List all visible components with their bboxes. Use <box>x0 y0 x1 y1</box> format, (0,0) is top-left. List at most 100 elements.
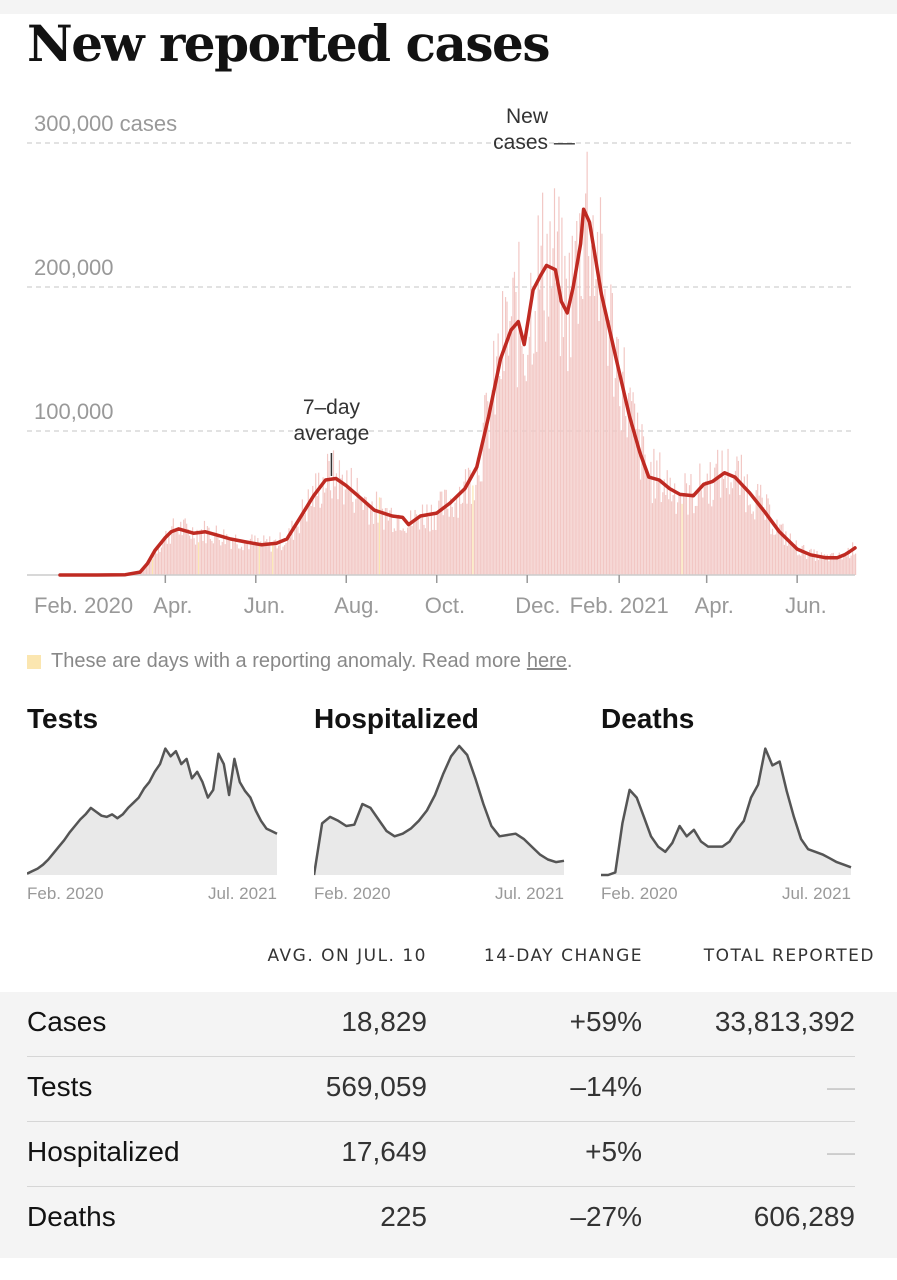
small-chart-x-start: Feb. 2020 <box>27 884 104 903</box>
new-cases-bar <box>534 310 536 575</box>
seven-day-average-line <box>58 207 857 577</box>
new-cases-bar <box>831 553 833 575</box>
new-cases-bar <box>599 197 602 575</box>
new-cases-bar <box>662 492 664 575</box>
new-cases-bar <box>639 479 642 575</box>
new-cases-bar <box>835 558 837 575</box>
new-cases-bar <box>586 151 588 576</box>
new-cases-bar <box>251 534 253 575</box>
new-cases-bar <box>362 509 364 575</box>
new-cases-bar <box>553 188 556 575</box>
new-cases-bar <box>429 531 431 575</box>
new-cases-bar <box>717 449 719 575</box>
new-cases-bar <box>768 504 771 575</box>
new-cases-bar <box>349 489 351 575</box>
row-avg: 17,649 <box>341 1136 427 1167</box>
new-cases-bar <box>205 543 207 575</box>
new-cases-bar <box>375 491 378 575</box>
new-cases-bar <box>757 483 759 575</box>
new-cases-bar <box>724 473 726 575</box>
new-cases-bar <box>645 470 648 575</box>
x-tick-label: Aug. <box>334 593 379 618</box>
new-cases-bar <box>506 301 508 575</box>
new-cases-bar <box>593 295 596 575</box>
new-cases-bar <box>263 535 265 575</box>
new-cases-bar <box>542 192 544 576</box>
new-cases-bar <box>235 534 237 575</box>
new-cases-bar <box>448 516 450 575</box>
new-cases-bar <box>656 460 658 575</box>
new-cases-bar <box>378 497 381 575</box>
new-cases-bar <box>383 529 385 575</box>
new-cases-bar <box>463 481 465 575</box>
new-cases-bar <box>674 483 676 575</box>
new-cases-bar <box>380 497 382 575</box>
new-cases-bar <box>168 535 170 575</box>
new-cases-bar <box>456 494 458 575</box>
new-cases-bar <box>522 353 524 575</box>
new-cases-bar <box>807 556 809 575</box>
new-cases-bar <box>761 497 763 575</box>
new-cases-bar <box>377 522 379 575</box>
new-cases-bar <box>608 320 610 575</box>
new-cases-bar <box>771 528 774 575</box>
new-cases-bar <box>338 460 341 575</box>
new-cases-bar <box>501 291 504 575</box>
new-cases-bar <box>356 477 358 575</box>
new-cases-bar <box>364 496 366 575</box>
new-cases-bar <box>813 549 815 575</box>
new-cases-bar <box>806 559 808 575</box>
small-chart-x-start: Feb. 2020 <box>314 884 391 903</box>
new-cases-bar <box>454 502 456 575</box>
new-cases-bar <box>223 529 225 575</box>
new-cases-bar <box>746 474 748 575</box>
new-cases-bar <box>675 513 677 575</box>
new-cases-bar <box>322 477 324 575</box>
new-cases-bar <box>491 390 493 575</box>
new-cases-bar <box>513 271 516 575</box>
new-cases-bar <box>702 497 704 575</box>
new-cases-bar <box>846 556 848 575</box>
read-more-link[interactable]: here <box>526 650 567 672</box>
new-cases-bar <box>678 494 680 575</box>
new-cases-bar <box>266 539 268 575</box>
anomaly-note-text: These are days with a reporting anomaly.… <box>51 650 521 672</box>
new-cases-bar <box>347 487 349 575</box>
new-cases-bar <box>556 231 559 575</box>
tests-chart: Feb. 2020 Jul. 2021 <box>27 747 278 903</box>
new-cases-bar <box>816 550 818 575</box>
x-tick-label: Feb. 2021 <box>570 593 669 618</box>
x-tick-label: Apr. <box>153 593 192 618</box>
new-cases-bar <box>325 488 327 575</box>
header-avg: AVG. ON JUL. 10 <box>267 946 427 966</box>
new-cases-bar <box>236 544 238 575</box>
new-cases-bar <box>847 547 849 575</box>
new-cases-bar <box>803 544 805 575</box>
x-tick-label: Jun. <box>785 593 827 618</box>
row-change: –27% <box>570 1201 642 1232</box>
tests-title: Tests <box>27 703 99 734</box>
new-cases-bar <box>315 473 317 575</box>
new-cases-bar <box>218 539 220 575</box>
x-tick-label: Dec. <box>515 593 560 618</box>
new-cases-bar <box>203 520 206 575</box>
new-cases-bar <box>739 494 741 575</box>
new-cases-bar <box>562 337 564 575</box>
row-change: –14% <box>570 1071 642 1102</box>
new-cases-bar <box>157 548 160 575</box>
new-cases-bar <box>641 424 643 575</box>
new-cases-bar <box>286 536 289 575</box>
new-cases-bar <box>838 552 840 575</box>
new-cases-bar <box>450 498 452 575</box>
new-cases-bar <box>159 551 161 575</box>
new-cases-bar <box>631 401 633 575</box>
new-cases-bar <box>623 347 625 575</box>
new-cases-bar <box>469 469 471 575</box>
small-chart-x-end: Jul. 2021 <box>208 884 277 903</box>
new-cases-bar <box>730 482 732 575</box>
new-cases-bar <box>742 485 744 575</box>
new-cases-bar <box>458 486 461 575</box>
new-cases-bar <box>420 517 422 575</box>
new-cases-bar <box>546 233 548 575</box>
new-cases-bar <box>708 503 710 575</box>
